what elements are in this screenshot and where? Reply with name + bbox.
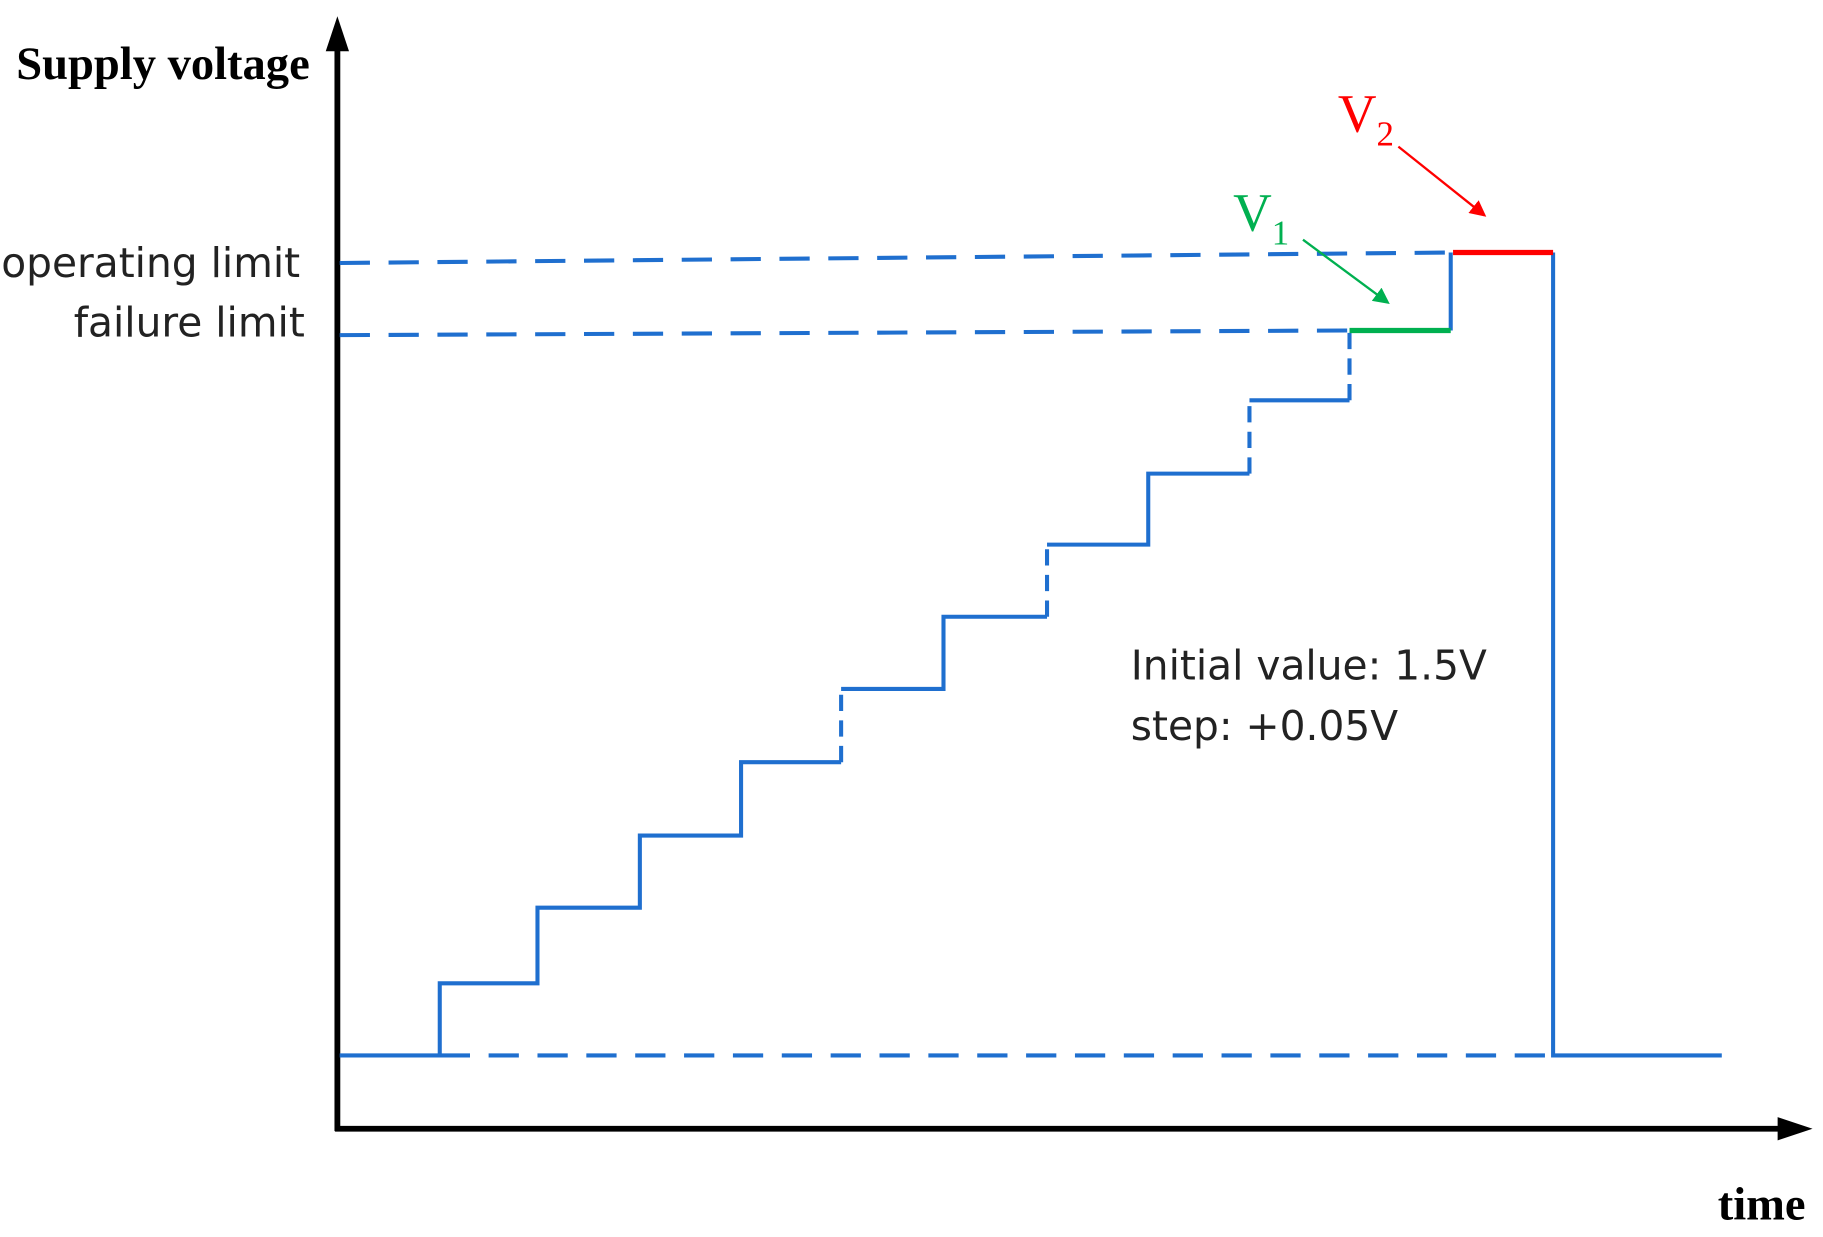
v1-base: V [1233,182,1272,242]
v2-sub: 2 [1377,114,1394,153]
x-axis-arrow [1777,1117,1813,1141]
annotation-line: Initial value: 1.5V [1131,642,1487,690]
v2-label: V2 [1338,83,1394,153]
v1-sub: 1 [1272,213,1289,252]
staircase-risers [839,330,1352,763]
annotation-line: step: +0.05V [1131,702,1398,750]
x-axis-label: time [1718,1180,1806,1231]
failure-limit-line [339,328,1350,338]
y-axis-label: Supply voltage [16,39,309,90]
staircase [339,398,1350,1058]
operating-limit-label: operating limit [1,239,300,287]
drop-line [1448,252,1722,1058]
v1-arrow [1302,238,1390,304]
v2-base: V [1338,83,1377,143]
y-axis-arrow [325,16,350,52]
v2-arrow [1397,145,1487,217]
operating-limit-line [339,250,1451,266]
failure-limit-label: failure limit [74,298,305,346]
v1-label: V1 [1233,182,1289,252]
